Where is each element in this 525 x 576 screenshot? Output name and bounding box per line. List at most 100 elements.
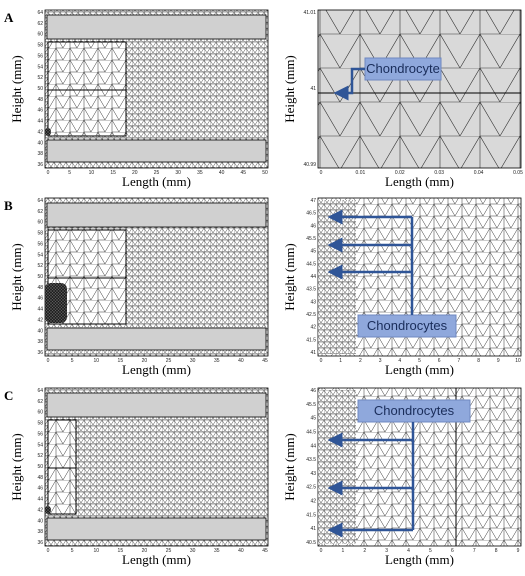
y-tick-label: 48 (37, 97, 43, 103)
y-tick-label: 41 (310, 350, 316, 356)
y-tick-label: 62 (37, 21, 43, 27)
x-tick-label: 7 (458, 358, 461, 364)
chamber (48, 42, 126, 136)
y-tick-label: 54 (37, 442, 43, 448)
y-tick-label: 44 (37, 497, 43, 503)
x-tick-label: 9 (517, 548, 520, 554)
y-tick-label: 41 (310, 86, 316, 92)
x-tick-label: 9 (497, 358, 500, 364)
y-tick-label: 46 (310, 223, 316, 229)
y-axis-label: Height (mm) (9, 433, 24, 501)
y-tick-label: 45.5 (306, 402, 316, 408)
y-tick-label: 56 (37, 241, 43, 247)
y-tick-label: 58 (37, 231, 43, 237)
y-tick-label: 42.5 (306, 312, 316, 318)
y-tick-label: 40 (37, 518, 43, 524)
panel-label: A (4, 10, 14, 25)
y-tick-label: 44.5 (306, 429, 316, 435)
x-tick-label: 40 (238, 358, 244, 364)
x-tick-label: 2 (363, 548, 366, 554)
y-tick-label: 54 (37, 64, 43, 70)
y-tick-label: 40.5 (306, 540, 316, 546)
figure: A051015202530354045503638404244464850525… (0, 0, 525, 576)
callout-text: Chondrocytes (367, 318, 448, 333)
y-tick-label: 52 (37, 75, 43, 81)
gel-plate (47, 328, 266, 350)
cell-cluster (45, 506, 51, 514)
y-tick-label: 46 (37, 296, 43, 302)
y-tick-label: 44.5 (306, 261, 316, 267)
x-axis-label: Length (mm) (385, 174, 454, 189)
refined-mesh (318, 390, 356, 544)
y-tick-label: 43 (310, 299, 316, 305)
x-tick-label: 5 (71, 548, 74, 554)
y-tick-label: 48 (37, 475, 43, 481)
y-tick-label: 56 (37, 53, 43, 59)
y-tick-label: 46 (37, 108, 43, 114)
x-tick-label: 40 (219, 170, 225, 176)
y-tick-label: 42 (37, 129, 43, 135)
y-tick-label: 43 (310, 471, 316, 477)
y-tick-label: 46 (310, 388, 316, 394)
x-tick-label: 0.05 (513, 170, 523, 176)
x-tick-label: 35 (214, 358, 220, 364)
gel-plate (47, 393, 266, 417)
x-tick-label: 0.01 (356, 170, 366, 176)
callout-text: Chondrocytes (374, 403, 455, 418)
x-tick-label: 1 (341, 548, 344, 554)
x-axis-label: Length (mm) (122, 362, 191, 377)
y-tick-label: 44 (310, 443, 316, 449)
x-tick-label: 0 (320, 358, 323, 364)
x-tick-label: 35 (197, 170, 203, 176)
x-tick-label: 1 (339, 358, 342, 364)
y-tick-label: 41.5 (306, 337, 316, 343)
x-tick-label: 10 (89, 170, 95, 176)
cell-cluster (45, 128, 51, 136)
y-tick-label: 42 (37, 507, 43, 513)
y-tick-label: 38 (37, 151, 43, 157)
x-tick-label: 10 (515, 358, 521, 364)
x-tick-label: 15 (110, 170, 116, 176)
refined-mesh (318, 200, 356, 354)
y-tick-label: 42 (37, 317, 43, 323)
x-tick-label: 10 (93, 548, 99, 554)
x-tick-label: 45 (241, 170, 247, 176)
gel-plate (47, 518, 266, 540)
y-axis-label: Height (mm) (282, 55, 297, 123)
y-tick-label: 64 (37, 10, 43, 16)
y-tick-label: 47 (310, 198, 316, 204)
gel-plate (47, 203, 266, 227)
y-tick-label: 44 (310, 274, 316, 280)
y-tick-label: 41.5 (306, 512, 316, 518)
x-tick-label: 0 (47, 358, 50, 364)
x-tick-label: 10 (93, 358, 99, 364)
y-tick-label: 42.5 (306, 485, 316, 491)
x-tick-label: 8 (477, 358, 480, 364)
y-tick-label: 36 (37, 540, 43, 546)
y-tick-label: 60 (37, 410, 43, 416)
panel-label: B (4, 198, 13, 213)
cell-cluster (45, 283, 67, 323)
x-axis-label: Length (mm) (385, 362, 454, 377)
y-tick-label: 40 (37, 140, 43, 146)
y-tick-label: 36 (37, 350, 43, 356)
x-tick-label: 0.04 (474, 170, 484, 176)
callout-text: Chondrocyte (366, 61, 440, 76)
x-tick-label: 0 (47, 170, 50, 176)
y-tick-label: 45.5 (306, 236, 316, 242)
x-tick-label: 5 (71, 358, 74, 364)
y-tick-label: 52 (37, 263, 43, 269)
gel-plate (47, 140, 266, 162)
y-tick-label: 62 (37, 209, 43, 215)
mesh-domain (318, 10, 521, 168)
x-tick-label: 8 (495, 548, 498, 554)
y-tick-label: 64 (37, 388, 43, 394)
y-tick-label: 58 (37, 421, 43, 427)
x-tick-label: 45 (262, 548, 268, 554)
y-tick-label: 45 (310, 249, 316, 255)
y-tick-label: 46 (37, 486, 43, 492)
x-axis-label: Length (mm) (385, 552, 454, 567)
y-tick-label: 60 (37, 220, 43, 226)
y-tick-label: 48 (37, 285, 43, 291)
y-axis-label: Height (mm) (9, 55, 24, 123)
